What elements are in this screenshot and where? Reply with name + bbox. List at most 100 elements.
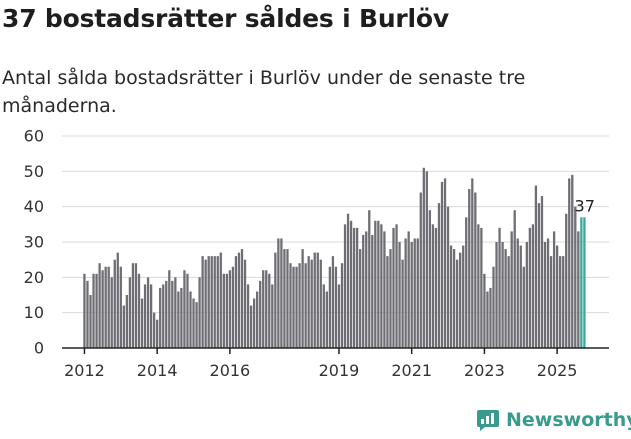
bar [377, 220, 380, 348]
bar [328, 266, 332, 348]
bar [522, 266, 525, 348]
bar [437, 203, 441, 348]
bar [422, 167, 425, 348]
bar [228, 270, 232, 348]
bar [516, 238, 519, 348]
bar [319, 259, 322, 348]
x-tick-label: 2012 [64, 361, 105, 380]
bar [146, 277, 150, 348]
bar [540, 196, 544, 348]
bar [316, 252, 319, 348]
bar [98, 263, 101, 348]
bar [398, 242, 401, 348]
x-tick-label: 2016 [210, 361, 251, 380]
bar [552, 231, 556, 348]
bar [468, 189, 471, 348]
bar [416, 238, 419, 348]
bar [113, 259, 116, 348]
bar [216, 256, 219, 348]
bar [371, 234, 374, 348]
bar [571, 174, 574, 348]
bar [128, 277, 132, 348]
bar [489, 287, 492, 348]
bar [271, 284, 274, 348]
bar [137, 273, 141, 348]
bar [307, 256, 310, 348]
bar [425, 171, 428, 348]
bar [446, 206, 450, 348]
x-tick-label: 2021 [391, 361, 432, 380]
bar [92, 273, 95, 348]
bar [404, 238, 407, 348]
bar [134, 263, 138, 348]
bar [413, 238, 416, 348]
bar [546, 238, 550, 348]
bar [243, 259, 247, 348]
bar [310, 259, 313, 348]
bar [156, 319, 159, 348]
bar [301, 249, 304, 348]
bar [459, 252, 462, 348]
bar [331, 256, 335, 348]
bar [95, 273, 98, 348]
bar [174, 277, 177, 348]
bar [143, 284, 147, 348]
bar [477, 224, 480, 348]
bar [483, 273, 486, 348]
bar [122, 305, 125, 348]
bar [86, 280, 89, 348]
x-tick-label: 2023 [464, 361, 505, 380]
y-tick-label: 60 [24, 127, 44, 146]
bar [480, 227, 483, 348]
bar [343, 224, 347, 348]
bar [204, 259, 207, 348]
bar [395, 224, 398, 348]
x-tick-label: 2025 [537, 361, 578, 380]
bar [498, 227, 501, 348]
bar [362, 234, 365, 348]
bar [434, 227, 438, 348]
bar [116, 252, 119, 348]
bar [577, 231, 580, 348]
bar [349, 220, 353, 348]
bar [410, 242, 413, 348]
bar [234, 256, 238, 348]
bar [407, 231, 410, 348]
bar [325, 291, 328, 348]
bar [89, 295, 92, 348]
bar [192, 298, 195, 348]
bar [140, 298, 144, 348]
latest-value-label: 37 [575, 196, 595, 215]
bar [334, 266, 338, 348]
bar [525, 242, 528, 348]
bar [537, 203, 541, 348]
bar [177, 291, 180, 348]
y-tick-label: 0 [34, 339, 44, 358]
bar [340, 263, 344, 348]
y-tick-label: 30 [24, 233, 44, 252]
bar [322, 284, 325, 348]
bar [195, 302, 198, 348]
bar [555, 245, 559, 348]
bar [265, 270, 268, 348]
bar [274, 252, 277, 348]
bar [455, 259, 459, 348]
bar [286, 249, 289, 348]
bar [549, 256, 553, 348]
newsworthy-logo-icon [477, 410, 499, 431]
bar [259, 280, 262, 348]
bar [262, 270, 265, 348]
bar [222, 273, 225, 348]
brand-logo[interactable]: Newsworthy [476, 408, 631, 432]
bar [125, 295, 129, 348]
bar [107, 266, 110, 348]
bar [386, 256, 389, 348]
bar [283, 249, 286, 348]
bar [219, 252, 222, 348]
bar [168, 270, 171, 348]
bar [528, 227, 532, 348]
bar [292, 266, 295, 348]
bar [83, 273, 86, 348]
bar [352, 227, 356, 348]
